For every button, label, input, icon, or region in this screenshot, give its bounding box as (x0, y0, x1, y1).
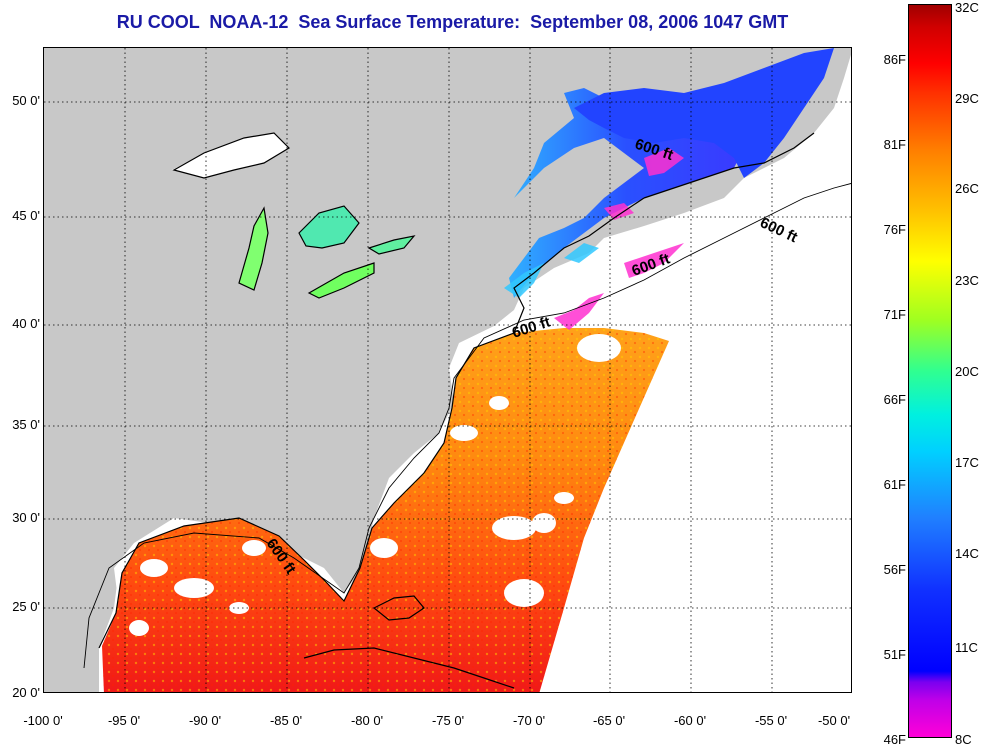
lon-label: -80 0' (350, 713, 384, 728)
coastlines (98, 132, 815, 689)
lon-label: -65 0' (592, 713, 626, 728)
lat-label: 30 0' (12, 510, 40, 525)
colorbar-f-label: 66F (883, 392, 906, 407)
colorbar-c-label: 14C (955, 546, 979, 561)
colorbar-f-label: 56F (883, 562, 906, 577)
lat-label: 20 0' (12, 685, 40, 700)
lon-label: -50 0' (817, 713, 851, 728)
sst-map-canvas: 600 ft 600 ft 600 ft 600 ft 600 ft (44, 48, 851, 692)
colorbar-c-label: 29C (955, 91, 979, 106)
isobath-600ft (83, 183, 851, 669)
lat-label: 25 0' (12, 599, 40, 614)
cool-sst-north (574, 48, 834, 178)
colorbar-f-label: 46F (883, 732, 906, 747)
lon-label: -60 0' (673, 713, 707, 728)
temperature-colorbar (908, 4, 952, 738)
lat-label: 50 0' (12, 93, 40, 108)
map-title: RU COOL NOAA-12 Sea Surface Temperature:… (116, 12, 789, 32)
lat-label: 40 0' (12, 316, 40, 331)
colorbar-f-label: 51F (883, 647, 906, 662)
colorbar-f-label: 61F (883, 477, 906, 492)
colorbar-c-label: 8C (955, 732, 972, 747)
colorbar-f-label: 71F (883, 307, 906, 322)
lon-label: -75 0' (431, 713, 465, 728)
colorbar-c-label: 23C (955, 273, 979, 288)
great-lakes (172, 133, 414, 298)
lon-label: -55 0' (754, 713, 788, 728)
colorbar-f-label: 86F (883, 52, 906, 67)
colorbar-c-label: 11C (955, 640, 978, 655)
lon-label: -95 0' (107, 713, 141, 728)
sst-map: 600 ft 600 ft 600 ft 600 ft 600 ft (43, 47, 852, 693)
cool-sst-swath (509, 88, 744, 298)
lon-label: -70 0' (512, 713, 546, 728)
colorbar-c-label: 26C (955, 181, 979, 196)
cold-magenta-patches (554, 148, 684, 330)
lon-label: -90 0' (188, 713, 222, 728)
lat-label: 45 0' (12, 208, 40, 223)
colorbar-c-label: 17C (955, 455, 979, 470)
lon-label: -100 0' (23, 713, 63, 728)
colorbar-f-label: 76F (883, 222, 906, 237)
lon-label: -85 0' (269, 713, 303, 728)
colorbar-f-label: 81F (883, 137, 906, 152)
cyan-nearshore (504, 243, 599, 298)
colorbar-c-label: 20C (955, 364, 979, 379)
lat-label: 35 0' (12, 417, 40, 432)
colorbar-c-label: 32C (955, 0, 979, 15)
